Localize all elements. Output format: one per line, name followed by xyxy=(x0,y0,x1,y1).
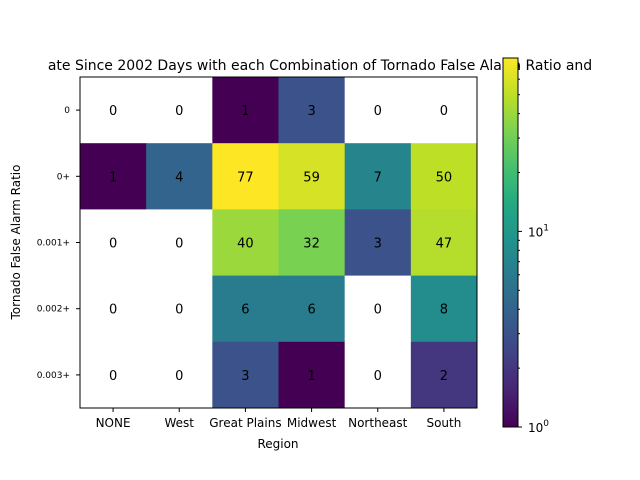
heatmap-cell xyxy=(146,143,213,210)
x-tick-label: Midwest xyxy=(287,416,337,430)
heatmap-cell xyxy=(344,143,412,210)
heatmap-cell xyxy=(146,77,213,144)
cell-value-label: 0 xyxy=(175,104,183,119)
cell-value-label: 47 xyxy=(436,237,453,252)
cell-value-label: 0 xyxy=(374,369,382,384)
cell-value-label: 32 xyxy=(303,237,320,252)
cell-value-label: 4 xyxy=(175,170,183,185)
heatmap-cell xyxy=(278,209,346,276)
heatmap-cell xyxy=(146,209,213,276)
x-tick-label: Northeast xyxy=(348,416,408,430)
heatmap-cell xyxy=(80,275,147,343)
cell-value-label: 0 xyxy=(109,303,117,318)
heatmap-cell xyxy=(344,341,412,409)
x-tick-label: NONE xyxy=(96,416,131,430)
cell-value-label: 8 xyxy=(440,303,448,318)
cell-value-label: 59 xyxy=(303,170,320,185)
x-tick-label: West xyxy=(164,416,194,430)
cell-value-label: 0 xyxy=(175,369,183,384)
x-axis-label: Region xyxy=(257,437,298,451)
cell-value-label: 1 xyxy=(307,369,315,384)
cell-value-label: 0 xyxy=(109,369,117,384)
y-axis-label: Tornado False Alarm Ratio xyxy=(9,165,23,321)
cell-value-label: 0 xyxy=(109,237,117,252)
cell-value-label: 0 xyxy=(175,237,183,252)
cell-value-label: 2 xyxy=(440,369,448,384)
heatmap-cell xyxy=(278,143,346,210)
cell-value-label: 0 xyxy=(374,303,382,318)
y-tick-label: 0+ xyxy=(57,172,70,182)
chart-title: ate Since 2002 Days with each Combinatio… xyxy=(48,58,592,74)
cell-value-label: 0 xyxy=(109,104,117,119)
cell-value-label: 0 xyxy=(440,104,448,119)
cell-value-label: 3 xyxy=(241,369,249,384)
heatmap-cell xyxy=(344,209,412,276)
heatmap-cell xyxy=(212,209,279,276)
y-tick-label: 0.003+ xyxy=(37,371,70,381)
cell-value-label: 1 xyxy=(109,170,117,185)
heatmap-cell xyxy=(410,143,478,210)
cell-value-label: 6 xyxy=(307,303,315,318)
cell-value-label: 0 xyxy=(175,303,183,318)
heatmap-cell xyxy=(146,341,213,409)
y-tick-label: 0 xyxy=(64,106,70,116)
cell-value-label: 50 xyxy=(436,170,453,185)
cell-value-label: 7 xyxy=(374,170,382,185)
heatmap-cell xyxy=(410,275,478,343)
heatmap-cell xyxy=(278,341,346,409)
cell-value-label: 0 xyxy=(374,104,382,119)
x-tick-label: South xyxy=(426,416,461,430)
heatmap-cell xyxy=(344,275,412,343)
colorbar-tick-label: 101 xyxy=(528,223,549,239)
heatmap-cell xyxy=(80,77,147,144)
heatmap-cell xyxy=(80,209,147,276)
x-tick-label: Great Plains xyxy=(209,416,281,430)
heatmap-cell xyxy=(212,341,279,409)
cell-value-label: 1 xyxy=(241,104,249,119)
y-tick-label: 0.002+ xyxy=(37,305,70,315)
cell-value-label: 3 xyxy=(374,237,382,252)
heatmap-cell xyxy=(410,77,478,144)
cell-value-label: 6 xyxy=(241,303,249,318)
cell-value-label: 77 xyxy=(237,170,254,185)
y-tick-label: 0.001+ xyxy=(37,239,70,249)
heatmap-cell xyxy=(344,77,412,144)
colorbar-tick-label: 100 xyxy=(528,419,549,435)
heatmap-cell xyxy=(410,209,478,276)
heatmap-cell xyxy=(80,143,147,210)
heatmap-cell xyxy=(410,341,478,409)
heatmap-cell xyxy=(278,275,346,343)
heatmap-cell xyxy=(212,143,279,210)
cell-value-label: 3 xyxy=(307,104,315,119)
heatmap-cell xyxy=(212,275,279,343)
heatmap-cell xyxy=(278,77,346,144)
colorbar-frame xyxy=(502,57,519,428)
heatmap-cell xyxy=(80,341,147,409)
heatmap-cell xyxy=(146,275,213,343)
heatmap-cell xyxy=(212,77,279,144)
cell-value-label: 40 xyxy=(237,237,254,252)
colorbar xyxy=(503,58,518,427)
